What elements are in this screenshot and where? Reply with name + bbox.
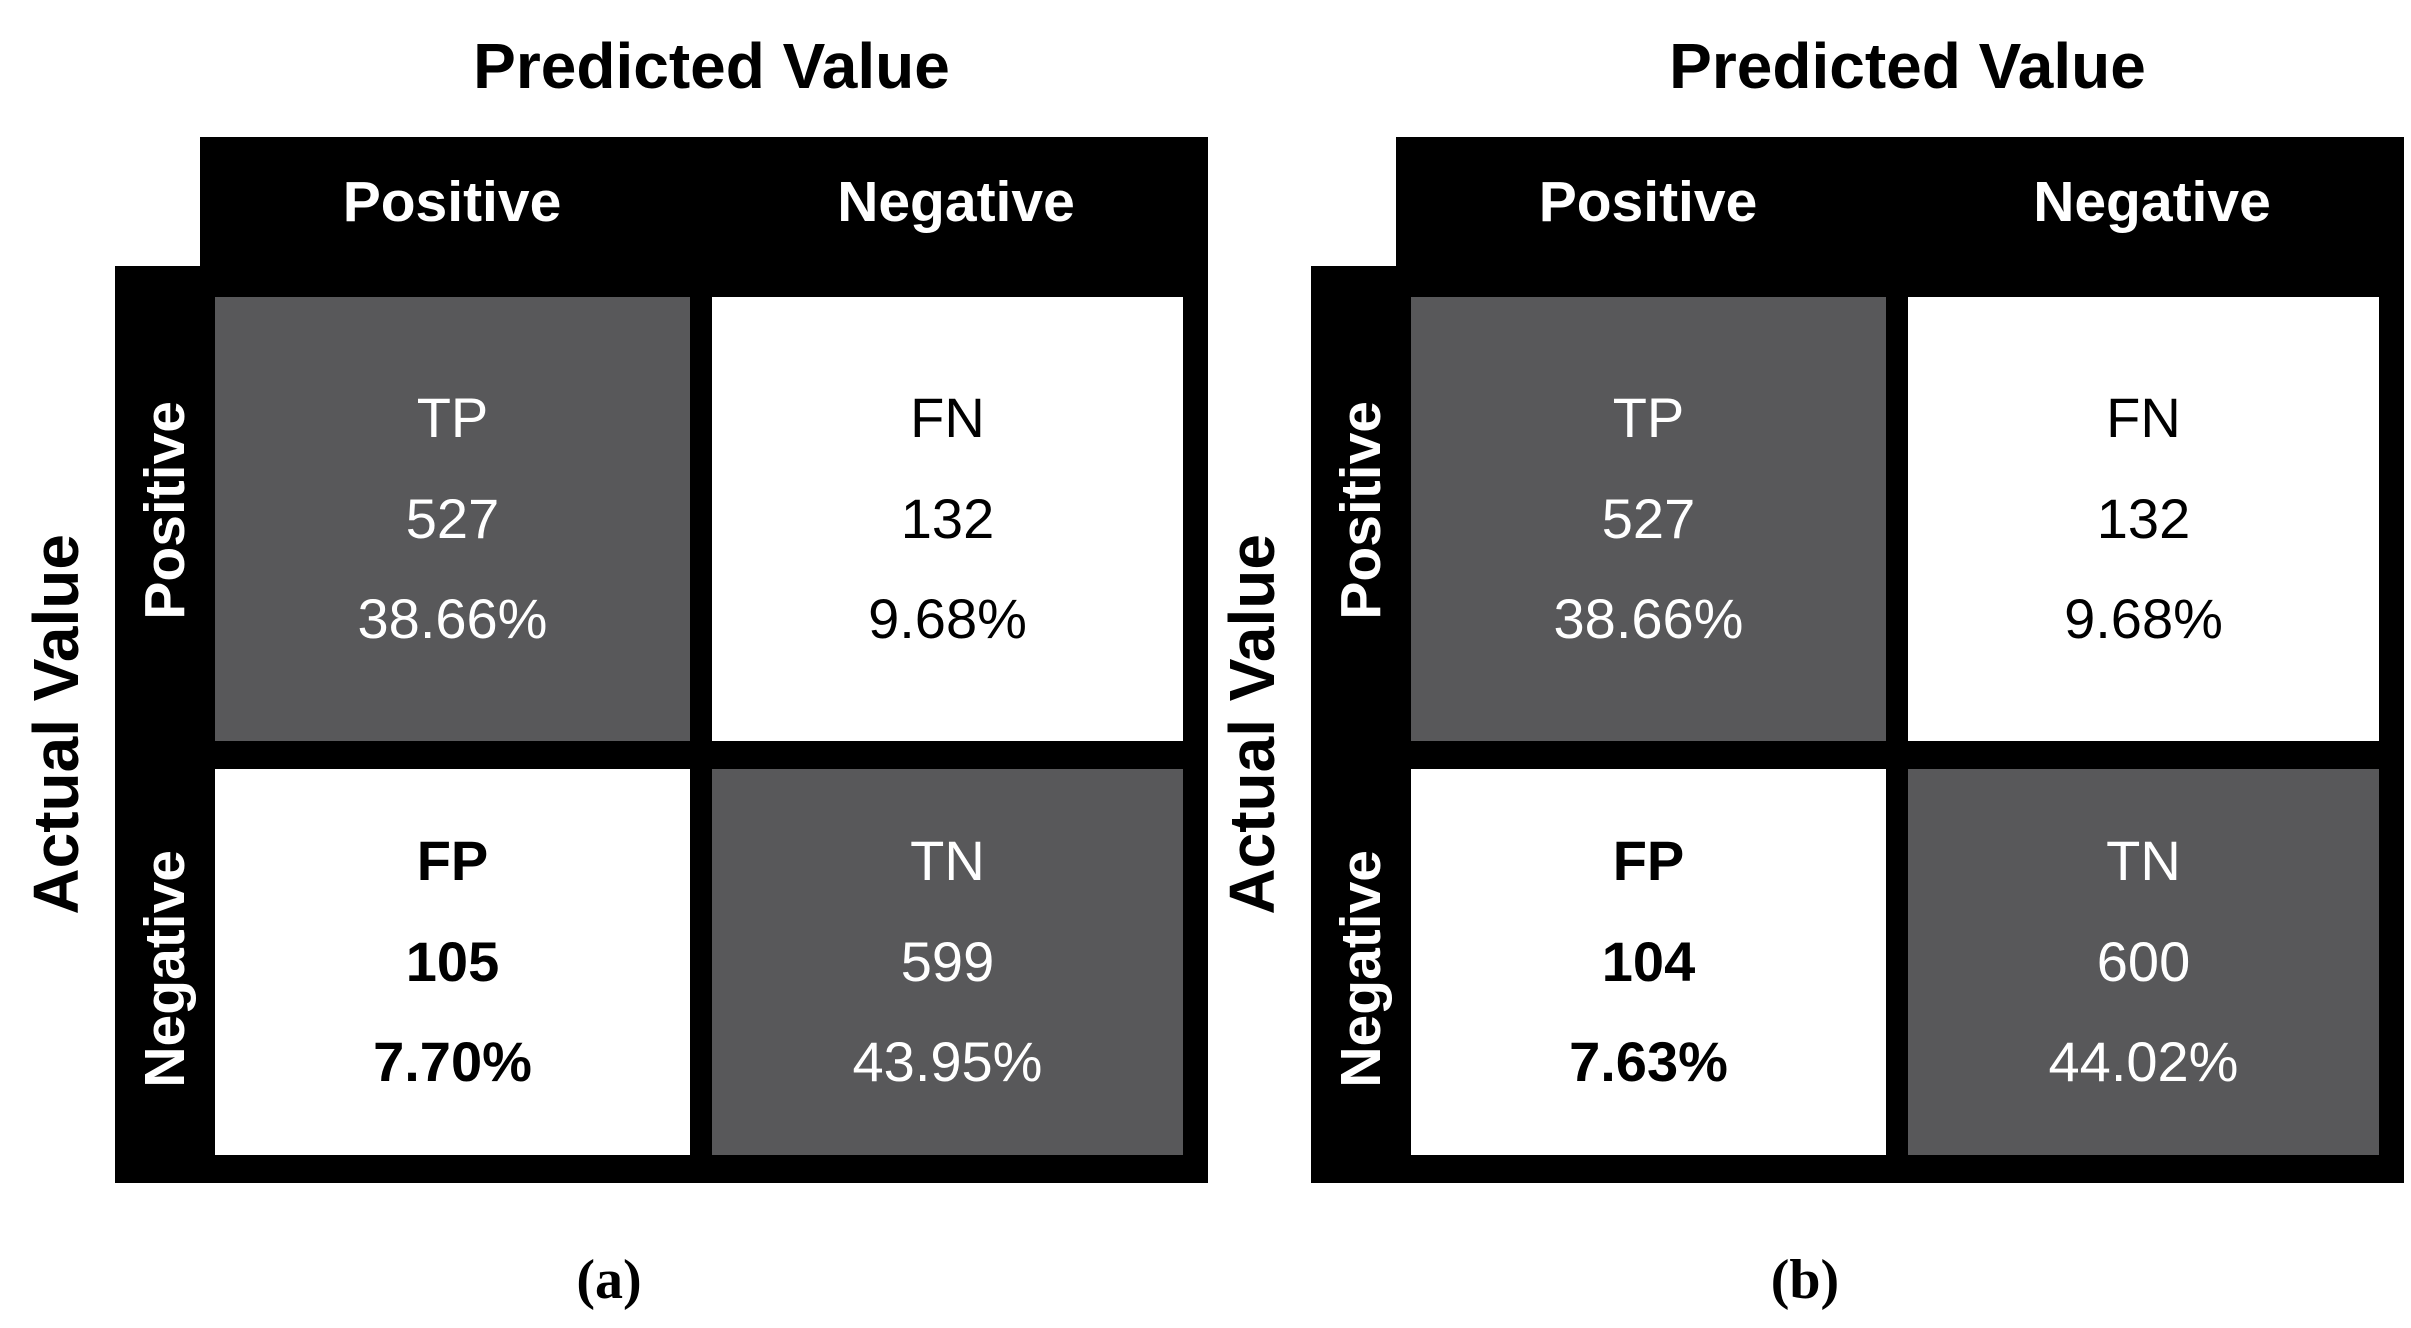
cell-tn: TN 600 44.02% — [1908, 769, 2379, 1155]
matrix-grid: TP 527 38.66% FN 132 9.68% FP 104 7.63% … — [1411, 266, 2404, 1183]
cell-fn: FN 132 9.68% — [712, 297, 1183, 741]
cell-fp: FP 105 7.70% — [215, 769, 690, 1155]
cell-label: TN — [910, 828, 985, 892]
predicted-header-bar: Positive Negative — [1396, 137, 2404, 266]
cell-percent: 7.70% — [373, 1030, 532, 1094]
cell-tn: TN 599 43.95% — [712, 769, 1183, 1155]
cell-tp: TP 527 38.66% — [215, 297, 690, 741]
col-header-positive: Positive — [1538, 169, 1758, 234]
cell-label: FN — [2106, 385, 2181, 449]
col-header-positive: Positive — [342, 169, 562, 234]
cell-label: FP — [1612, 828, 1685, 892]
cell-tp: TP 527 38.66% — [1411, 297, 1886, 741]
row-header-negative: Negative — [133, 850, 197, 1088]
confusion-matrix-a: Predicted Value Positive Negative Actual… — [10, 0, 1208, 1328]
cell-fp: FP 104 7.63% — [1411, 769, 1886, 1155]
cell-count: 105 — [405, 929, 500, 993]
row-header-positive-wrap: Positive — [115, 266, 215, 755]
cell-label: TN — [2106, 828, 2181, 892]
row-header-negative-wrap: Negative — [115, 755, 215, 1183]
predicted-axis-title: Predicted Value — [473, 30, 950, 102]
cell-fn: FN 132 9.68% — [1908, 297, 2379, 741]
confusion-matrix-b: Predicted Value Positive Negative Actual… — [1206, 0, 2404, 1328]
cell-percent: 38.66% — [357, 587, 548, 651]
cell-percent: 9.68% — [868, 587, 1027, 651]
cell-label: TP — [1612, 385, 1685, 449]
cell-count: 104 — [1601, 929, 1696, 993]
actual-axis-title: Actual Value — [10, 266, 102, 1183]
actual-axis-title-text: Actual Value — [1216, 534, 1288, 915]
cell-label: TP — [416, 385, 489, 449]
cell-label: FN — [910, 385, 985, 449]
actual-header-bar: Positive Negative — [115, 266, 215, 1183]
cell-percent: 43.95% — [852, 1030, 1043, 1094]
actual-axis-title-text: Actual Value — [20, 534, 92, 915]
row-header-positive-wrap: Positive — [1311, 266, 1411, 755]
cell-percent: 44.02% — [2048, 1030, 2239, 1094]
cell-percent: 7.63% — [1569, 1030, 1728, 1094]
row-header-negative-wrap: Negative — [1311, 755, 1411, 1183]
actual-header-bar: Positive Negative — [1311, 266, 1411, 1183]
subfigure-caption-a: (a) — [576, 1249, 642, 1311]
cell-count: 527 — [1601, 486, 1696, 550]
predicted-axis-title: Predicted Value — [1669, 30, 2146, 102]
cell-count: 527 — [405, 486, 500, 550]
row-header-positive: Positive — [1329, 401, 1393, 620]
cell-percent: 9.68% — [2064, 587, 2223, 651]
row-header-negative: Negative — [1329, 850, 1393, 1088]
cell-percent: 38.66% — [1553, 587, 1744, 651]
subfigure-caption-b: (b) — [1770, 1249, 1840, 1311]
cell-count: 600 — [2096, 929, 2191, 993]
cell-count: 132 — [900, 486, 995, 550]
cell-count: 599 — [900, 929, 995, 993]
col-header-negative: Negative — [2033, 169, 2271, 234]
cell-label: FP — [416, 828, 489, 892]
actual-axis-title: Actual Value — [1206, 266, 1298, 1183]
col-header-negative: Negative — [837, 169, 1075, 234]
predicted-header-bar: Positive Negative — [200, 137, 1208, 266]
cell-count: 132 — [2096, 486, 2191, 550]
row-header-positive: Positive — [133, 401, 197, 620]
matrix-grid: TP 527 38.66% FN 132 9.68% FP 105 7.70% … — [215, 266, 1208, 1183]
